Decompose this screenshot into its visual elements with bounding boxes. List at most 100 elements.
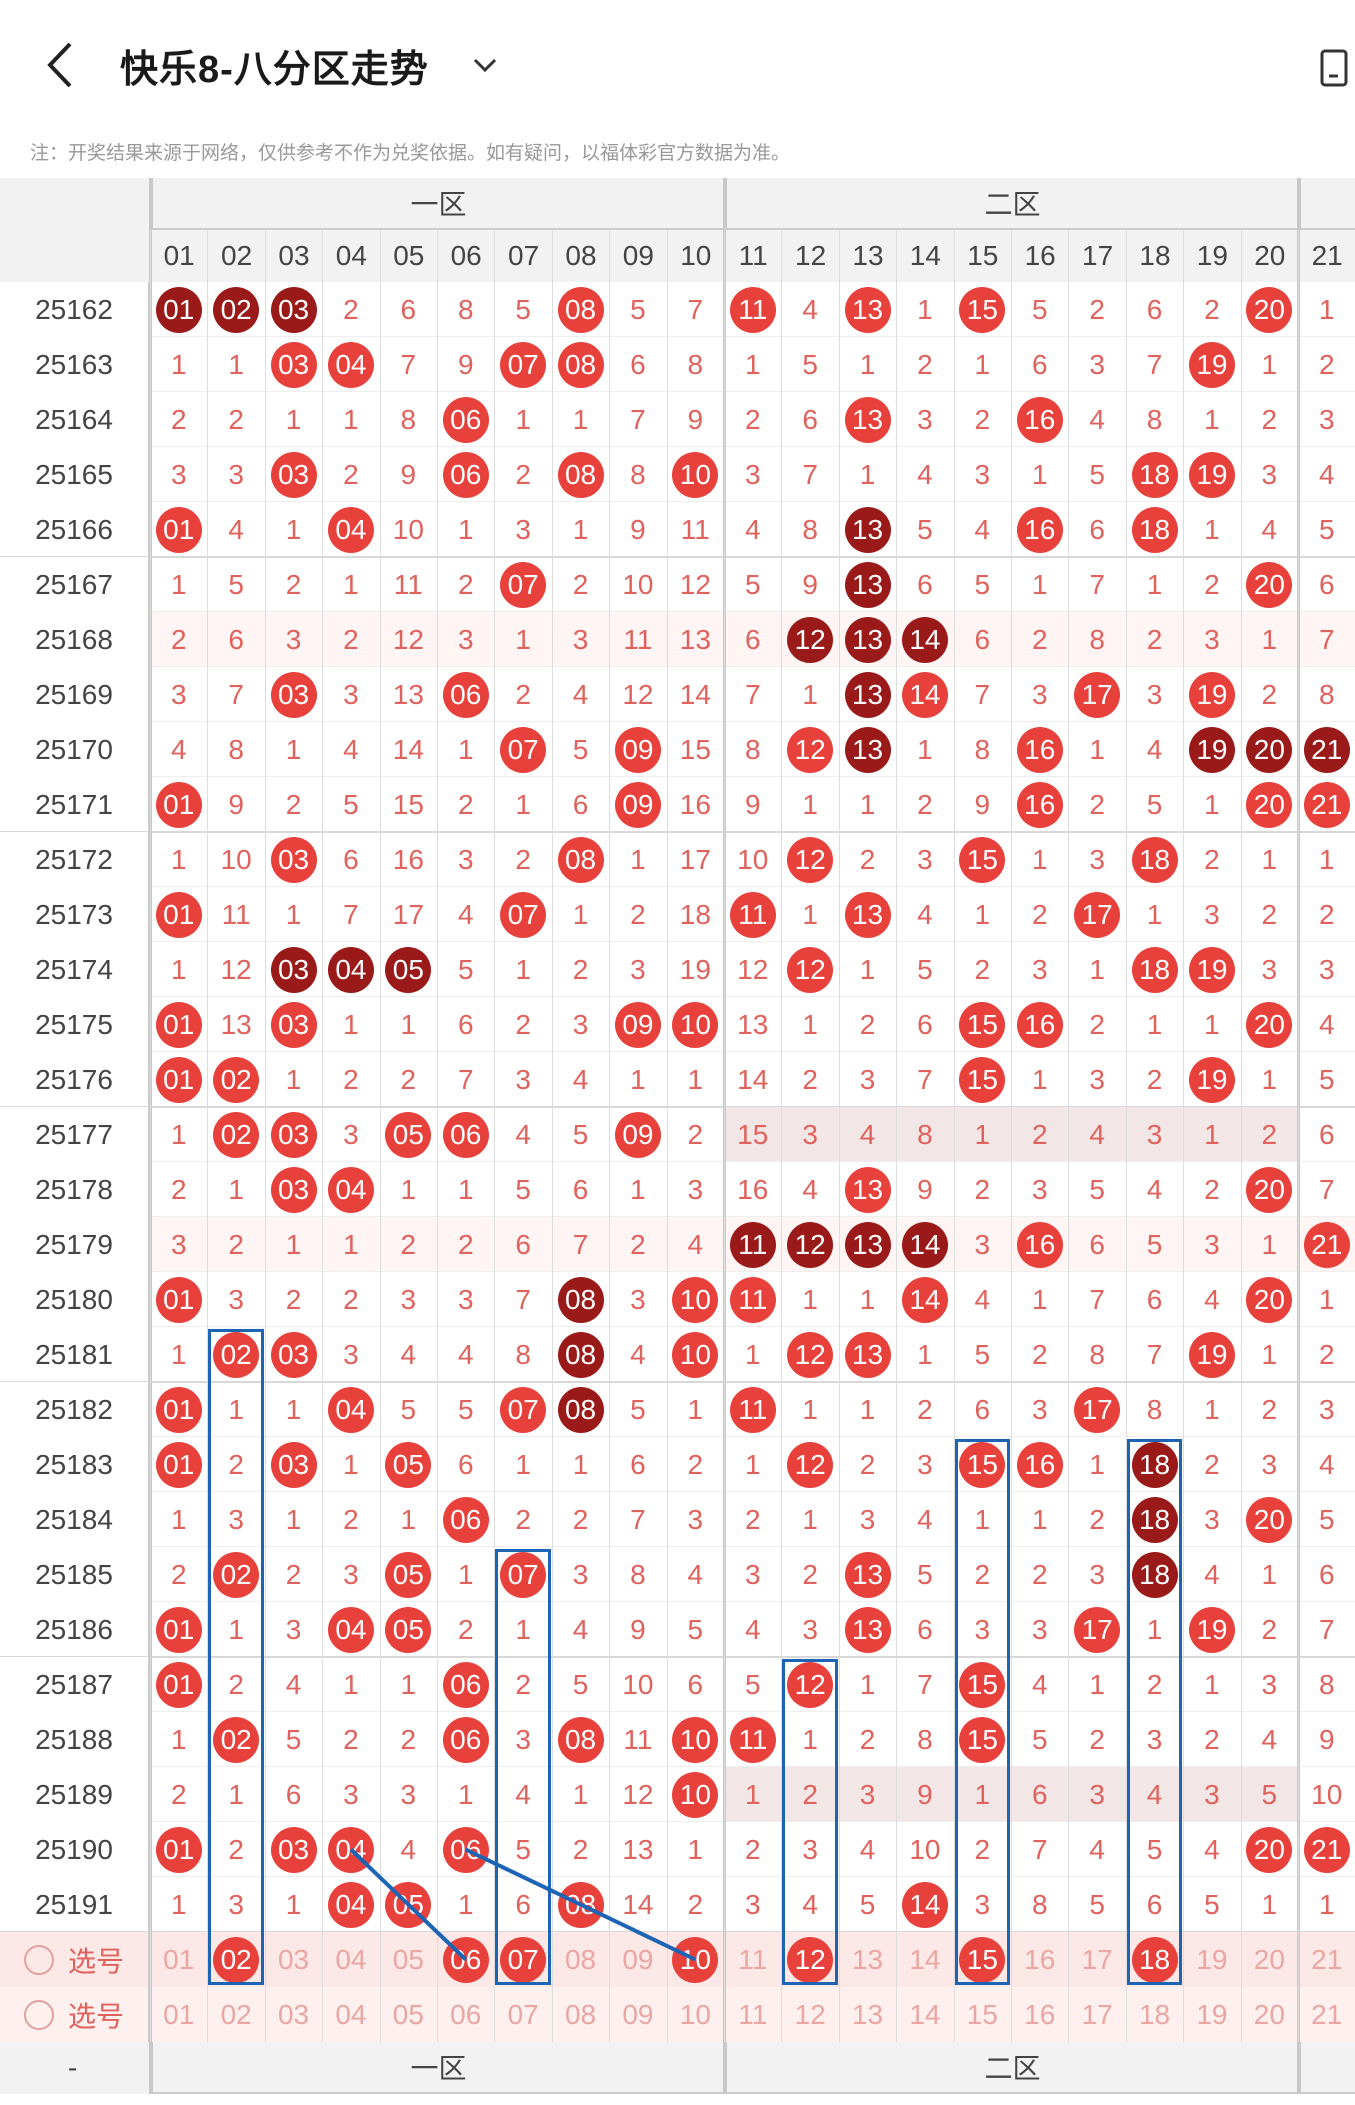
select-cell[interactable]: 16 (1024, 1943, 1056, 1975)
table-cell: 3 (1318, 1393, 1335, 1425)
drawn-number-ball: 13 (844, 561, 891, 608)
select-cell[interactable]: 18 (1126, 1932, 1184, 1987)
column-number-row: 01 02 03 04 05 06 07 08 09 10 11 12 13 14 15 16 17 18 19 20… (0, 230, 1355, 282)
table-cell: 7 (457, 1063, 474, 1095)
select-cell[interactable]: 19 (1196, 1998, 1228, 2030)
table-cell: 8 (457, 293, 474, 325)
select-cell[interactable]: 09 (622, 1943, 654, 1975)
select-cell[interactable]: 12 (781, 1932, 839, 1987)
select-cell[interactable]: 20 (1253, 1943, 1285, 1975)
table-cell: 18 (1126, 942, 1184, 997)
select-cell[interactable]: 03 (277, 1998, 310, 2030)
select-cell[interactable]: 15 (954, 1932, 1012, 1987)
select-cell[interactable]: 09 (622, 1998, 654, 2030)
table-cell: 4 (1261, 513, 1278, 545)
bottom-zone-row: - 一区 二区 (0, 2042, 1355, 2094)
select-cell[interactable]: 04 (335, 1998, 367, 2030)
drawn-number-ball: 04 (327, 946, 374, 993)
select-cell[interactable]: 20 (1253, 1998, 1285, 2030)
select-cell[interactable]: 18 (1138, 1998, 1171, 2030)
table-cell: 2 (1011, 1107, 1069, 1162)
back-icon[interactable] (42, 38, 82, 92)
table-cell: 3 (400, 1283, 417, 1315)
select-cell[interactable]: 02 (207, 1932, 265, 1987)
select-cell[interactable]: 21 (1311, 1943, 1343, 1975)
select-cell[interactable]: 05 (392, 1998, 424, 2030)
table-cell: 2 (515, 1668, 531, 1700)
select-cell[interactable]: 08 (564, 1998, 597, 2030)
table-cell: 07 (494, 1382, 552, 1437)
selected-number-ball[interactable]: 12 (787, 1936, 834, 1983)
drawn-number-ball: 13 (844, 671, 891, 718)
selected-number-ball[interactable]: 07 (500, 1936, 547, 1983)
drawn-number-ball: 14 (901, 1881, 948, 1928)
issue-number: 25173 (0, 887, 150, 942)
select-cell[interactable]: 07 (494, 1932, 552, 1987)
select-cell[interactable]: 21 (1311, 1998, 1343, 2030)
drawn-number-ball: 05 (385, 1111, 432, 1158)
table-cell: 17 (1068, 1602, 1126, 1657)
select-cell[interactable]: 12 (794, 1998, 826, 2030)
table-cell: 2 (802, 1063, 818, 1095)
select-label[interactable]: 选号 (0, 1932, 150, 1987)
table-cell: 1 (1204, 1668, 1220, 1700)
select-cell[interactable]: 11 (738, 1998, 768, 2030)
select-cell[interactable]: 07 (507, 1998, 539, 2030)
select-cell[interactable]: 11 (738, 1943, 768, 1975)
select-cell[interactable]: 13 (851, 1943, 884, 1975)
select-cell[interactable]: 01 (163, 1998, 195, 2030)
selected-number-ball[interactable]: 15 (959, 1936, 1006, 1983)
table-cell: 3 (630, 953, 646, 985)
selected-number-ball[interactable]: 10 (672, 1936, 719, 1983)
table-cell: 15 (679, 733, 711, 765)
table-cell: 1 (859, 788, 876, 820)
select-cell[interactable]: 17 (1081, 1998, 1113, 2030)
issue-number: 25167 (0, 557, 150, 612)
select-cell[interactable]: 15 (966, 1998, 998, 2030)
table-cell: 2 (1261, 678, 1278, 710)
select-cell[interactable]: 08 (564, 1943, 597, 1975)
radio-button[interactable] (23, 1944, 54, 1975)
select-cell[interactable]: 14 (909, 1943, 941, 1975)
drawn-number-ball: 05 (385, 1551, 432, 1598)
selected-number-ball[interactable]: 02 (213, 1936, 260, 1983)
table-cell: 03 (265, 447, 323, 502)
drawn-number-ball: 03 (270, 341, 317, 388)
table-cell: 18 (1126, 1492, 1184, 1547)
row-divider (150, 1436, 1355, 1437)
table-cell: 3 (917, 403, 933, 435)
page-title[interactable]: 快乐8-八分区走势 (120, 49, 429, 91)
table-cell: 12 (781, 1217, 839, 1272)
row-divider (150, 391, 1355, 392)
document-icon[interactable] (1318, 48, 1352, 88)
select-cell[interactable]: 19 (1196, 1943, 1228, 1975)
select-cell[interactable]: 14 (909, 1998, 941, 2030)
select-cell[interactable]: 03 (277, 1943, 310, 1975)
drawn-number-ball: 07 (500, 726, 547, 773)
table-cell: 1 (859, 348, 876, 380)
table-cell: 3 (1089, 1558, 1105, 1590)
table-cell: 07 (494, 887, 552, 942)
drawn-number-ball: 21 (1303, 726, 1350, 773)
selected-number-ball[interactable]: 18 (1131, 1936, 1178, 1983)
select-cell[interactable]: 17 (1081, 1943, 1113, 1975)
select-cell[interactable]: 16 (1024, 1998, 1056, 2030)
select-cell[interactable]: 04 (335, 1943, 367, 1975)
select-cell[interactable]: 10 (679, 1998, 711, 2030)
drawn-number-ball: 17 (1074, 1386, 1121, 1433)
table-cell: 10 (737, 843, 769, 875)
table-cell: 2 (1089, 1008, 1105, 1040)
select-cell[interactable]: 01 (163, 1943, 195, 1975)
select-cell[interactable]: 05 (392, 1943, 424, 1975)
radio-button[interactable] (23, 1999, 54, 2030)
select-cell[interactable]: 13 (851, 1998, 884, 2030)
select-cell[interactable]: 06 (450, 1998, 482, 2030)
table-cell: 3 (515, 513, 531, 545)
select-cell[interactable]: 10 (667, 1932, 725, 1987)
table-cell: 1 (802, 1393, 818, 1425)
select-cell[interactable]: 02 (220, 1998, 252, 2030)
chevron-down-icon[interactable] (470, 50, 500, 80)
row-divider (150, 1216, 1355, 1217)
table-cell: 4 (974, 1283, 991, 1315)
table-cell: 11 (724, 1382, 782, 1437)
